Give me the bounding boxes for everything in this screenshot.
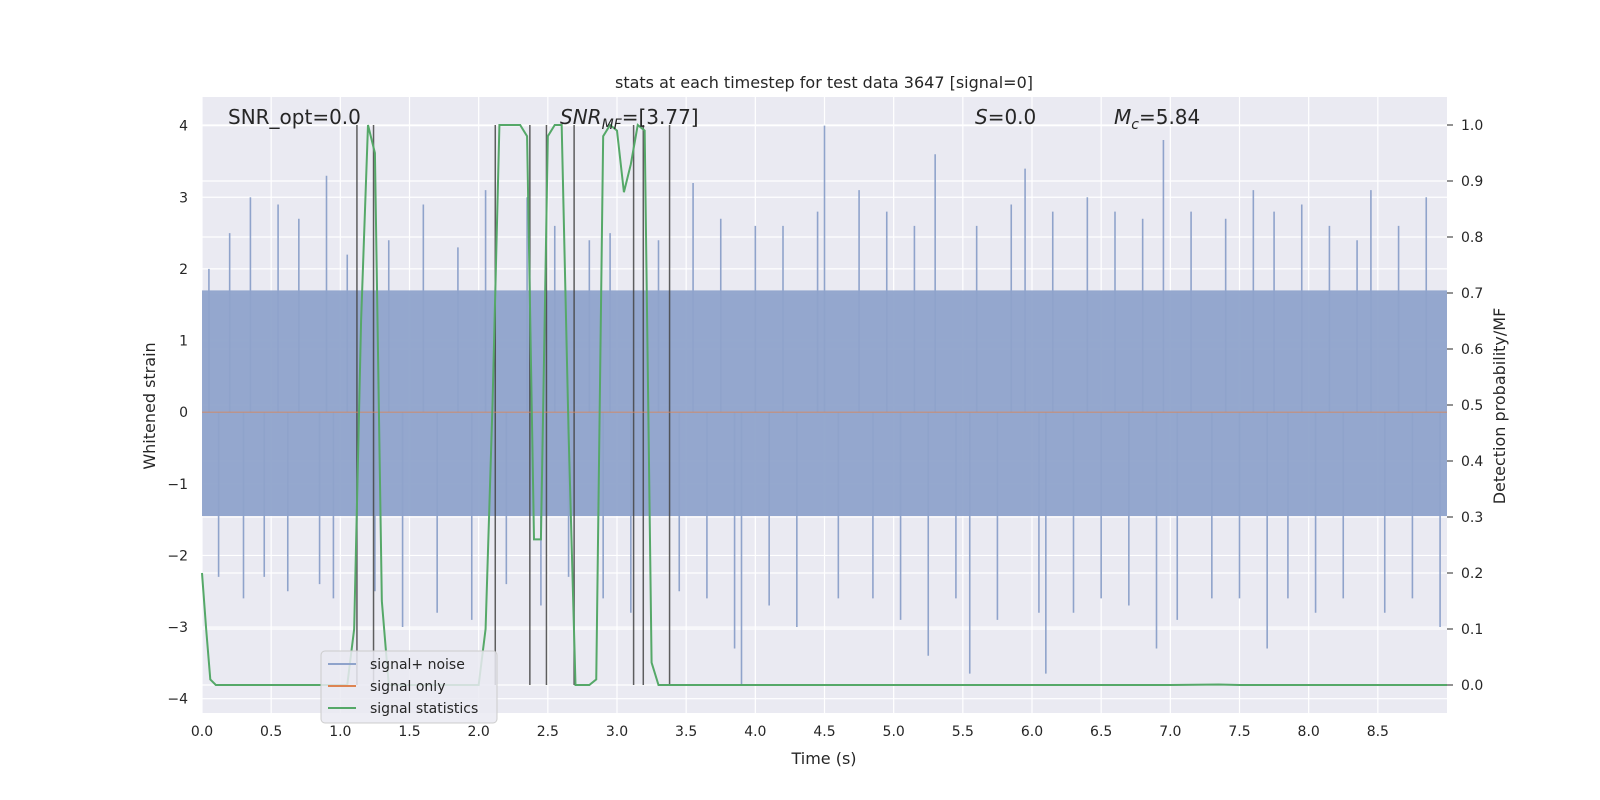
y-tick-label: 4 [179, 119, 188, 135]
y2-tick-label: 0.7 [1461, 286, 1483, 302]
legend: signal+ noise signal only signal statist… [320, 650, 498, 724]
snr-mf-annotation: SNRMF=[3.77] [560, 105, 699, 133]
chart-title: stats at each timestep for test data 364… [615, 73, 1033, 92]
y2-tick-label: 0.3 [1461, 510, 1483, 526]
s-prefix: S [975, 105, 988, 129]
mc-annotation: Mc=5.84 [1114, 105, 1200, 133]
y2-tick-label: 0.0 [1461, 678, 1483, 694]
y2-tick-label: 0.9 [1461, 174, 1483, 190]
x-tick-label: 7.0 [1159, 724, 1181, 740]
x-tick-label: 2.0 [468, 724, 490, 740]
x-tick-label: 3.0 [606, 724, 628, 740]
y2-axis-label: Detection probability/MF [1490, 308, 1509, 505]
y-tick-label: −2 [167, 548, 188, 564]
y2-tick-label: 0.1 [1461, 622, 1483, 638]
legend-label-signal-only: signal only [370, 679, 445, 695]
x-tick-label: 5.0 [883, 724, 905, 740]
y-axis-label: Whitened strain [140, 342, 159, 469]
y-tick-label: −1 [167, 477, 188, 493]
y-tick-label: −4 [167, 692, 188, 708]
x-tick-label: 3.5 [675, 724, 697, 740]
y2-tick-label: 0.5 [1461, 398, 1483, 414]
y-tick-label: 3 [179, 190, 188, 206]
snr-mf-prefix: SNR [560, 105, 602, 129]
x-tick-label: 0.5 [260, 724, 282, 740]
x-tick-label: 4.5 [813, 724, 835, 740]
signal-statistics-line [201, 123, 1447, 686]
y2-tick-label: 1.0 [1461, 118, 1483, 134]
snr-opt-annotation: SNR_opt=0.0 [228, 105, 361, 129]
legend-box [320, 650, 498, 724]
y2-tick-label: 0.6 [1461, 342, 1483, 358]
x-tick-label: 8.5 [1367, 724, 1389, 740]
y-tick-label: 2 [179, 262, 188, 278]
snr-mf-value: =[3.77] [622, 105, 699, 129]
s-value: =0.0 [988, 105, 1037, 129]
line-series [201, 123, 1447, 686]
mc-prefix: M [1114, 105, 1131, 129]
noise-series [202, 125, 1447, 685]
x-tick-label: 6.0 [1021, 724, 1043, 740]
y2-tick-label: 0.8 [1461, 230, 1483, 246]
y2-tick-label: 0.2 [1461, 566, 1483, 582]
y-tick-label: 0 [179, 405, 188, 421]
x-tick-label: 6.5 [1090, 724, 1112, 740]
snr-mf-subscript: MF [602, 117, 623, 133]
mc-subscript: c [1131, 117, 1139, 133]
y2-tick-label: 0.4 [1461, 454, 1483, 470]
x-tick-label: 4.0 [744, 724, 766, 740]
s-annotation: S=0.0 [975, 105, 1036, 129]
y-tick-label: −3 [167, 620, 188, 636]
legend-label-statistics: signal statistics [370, 701, 478, 717]
event-lines [356, 125, 671, 685]
y-tick-label: 1 [179, 334, 188, 350]
x-tick-label: 5.5 [952, 724, 974, 740]
x-tick-label: 2.5 [537, 724, 559, 740]
x-tick-label: 7.5 [1228, 724, 1250, 740]
mc-value: =5.84 [1139, 105, 1200, 129]
x-axis-label: Time (s) [790, 749, 856, 768]
tick-labels: 0.0 0.5 1.0 1.5 2.0 2.5 3.0 3.5 4.0 4.5 5.0 5.5 6.0 6… [167, 118, 1483, 740]
x-tick-label: 0.0 [191, 724, 213, 740]
x-tick-label: 1.0 [329, 724, 351, 740]
legend-label-noise: signal+ noise [370, 657, 465, 673]
x-tick-label: 1.5 [398, 724, 420, 740]
x-tick-label: 8.0 [1298, 724, 1320, 740]
